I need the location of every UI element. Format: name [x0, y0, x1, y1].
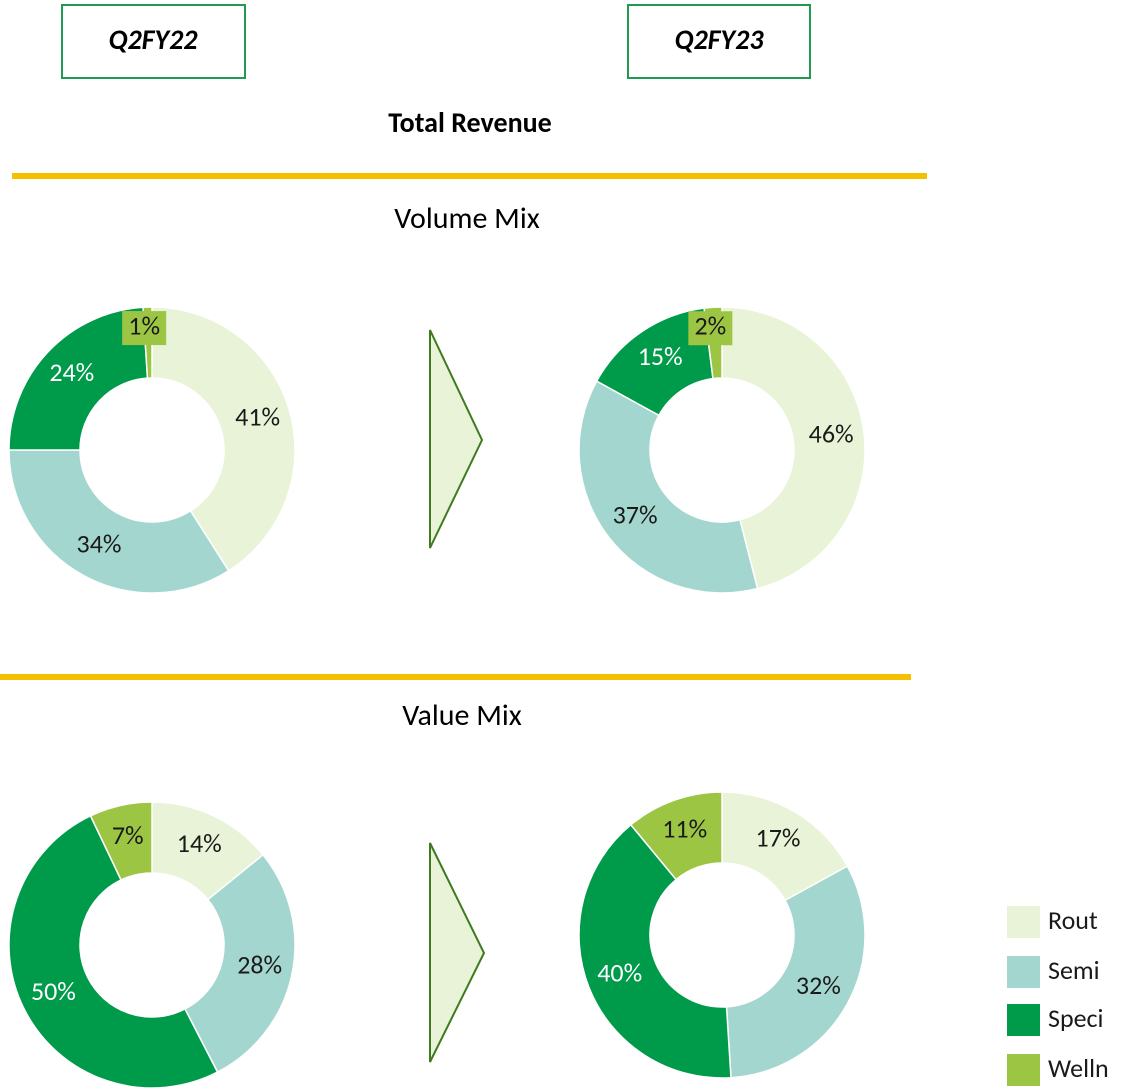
donut-slice: [151, 306, 296, 572]
donut-slice: [8, 306, 149, 451]
data-label: 11%: [662, 813, 707, 845]
donut-slice: [8, 814, 219, 1088]
legend-label: Welln: [1048, 1052, 1109, 1084]
legend-label: Speci: [1048, 1002, 1104, 1034]
legend-swatch: [1007, 906, 1040, 938]
divider: [0, 674, 911, 680]
data-label: 24%: [49, 356, 94, 388]
legend-swatch: [1007, 1054, 1040, 1086]
donut-slice: [578, 380, 759, 594]
data-label: 50%: [31, 975, 76, 1007]
donut-slice: [89, 801, 153, 881]
arrow: [429, 329, 484, 549]
label-background: [122, 311, 167, 346]
data-label: 40%: [597, 957, 642, 989]
data-label: 15%: [638, 340, 683, 372]
donut-slice: [725, 865, 866, 1079]
data-label: 41%: [235, 401, 280, 433]
data-label: 7%: [112, 819, 144, 851]
legend-label: Rout: [1048, 904, 1098, 936]
data-label: 2%: [694, 309, 726, 341]
period-box: [627, 4, 811, 79]
section-title: Value Mix: [402, 697, 522, 734]
arrow: [429, 842, 486, 1063]
data-label: 37%: [613, 499, 658, 531]
period-label: Q2FY23: [675, 22, 765, 57]
data-label: 17%: [756, 822, 801, 854]
donut-slice: [8, 449, 230, 594]
title: Total Revenue: [388, 105, 552, 140]
legend-swatch: [1007, 1004, 1040, 1036]
donut-slice: [629, 791, 723, 881]
legend-swatch: [1007, 956, 1040, 988]
data-label: 28%: [237, 949, 282, 981]
section-title: Volume Mix: [394, 200, 539, 237]
divider: [12, 173, 927, 179]
donut-slice: [183, 853, 296, 1074]
period-label: Q2FY22: [109, 22, 199, 57]
label-background: [688, 311, 733, 346]
donut-slice: [721, 306, 866, 590]
period-box: [61, 4, 246, 79]
donut-slice: [721, 791, 849, 902]
data-label: 46%: [809, 417, 854, 449]
legend-label: Semi: [1048, 954, 1100, 986]
data-label: 14%: [177, 827, 222, 859]
donut-slice: [578, 823, 732, 1079]
data-label: 34%: [77, 528, 122, 560]
data-label: 32%: [796, 969, 841, 1001]
data-label: 1%: [128, 309, 160, 341]
